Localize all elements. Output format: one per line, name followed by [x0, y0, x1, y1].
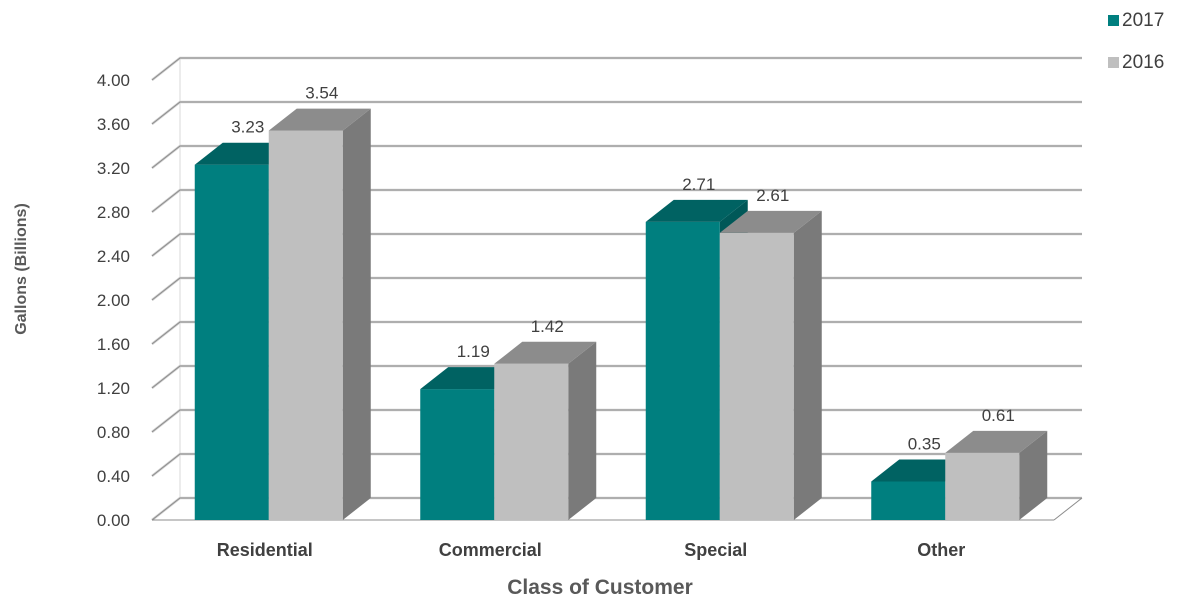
bar-front	[420, 389, 495, 520]
bar-front	[194, 164, 269, 520]
data-label: 3.54	[305, 84, 338, 103]
x-tick-label: Other	[917, 540, 965, 560]
legend-item-2016: 2016	[1108, 52, 1164, 73]
y-tick-label: 1.20	[97, 379, 130, 398]
bar-side	[568, 341, 597, 520]
bar-2016-residential	[268, 108, 371, 520]
bar-front	[494, 363, 569, 520]
bar-2016-special	[719, 210, 822, 520]
y-tick-label: 2.40	[97, 247, 130, 266]
data-label: 0.35	[908, 435, 941, 454]
floor-side-edge	[1053, 497, 1083, 521]
bar-side	[1019, 430, 1048, 520]
x-tick-label: Commercial	[439, 540, 542, 560]
y-tick-label: 2.80	[97, 203, 130, 222]
y-tick-label: 4.00	[97, 71, 130, 90]
gridline-shadow	[151, 56, 1082, 81]
y-tick-label: 0.00	[97, 511, 130, 530]
gridline	[151, 101, 1082, 125]
legend: 2017 2016	[1108, 10, 1164, 73]
bar-front	[268, 130, 343, 520]
bar-side	[342, 108, 371, 520]
data-label: 3.23	[231, 118, 264, 137]
x-tick-label: Residential	[217, 540, 313, 560]
y-tick-label: 0.80	[97, 423, 130, 442]
y-tick-label: 2.00	[97, 291, 130, 310]
bar-top	[268, 108, 371, 131]
legend-label: 2016	[1122, 52, 1164, 73]
bar-front	[871, 481, 946, 520]
y-tick-label: 0.40	[97, 467, 130, 486]
bar-top	[645, 199, 748, 222]
y-axis-ticks: 0.00 0.40 0.80 1.20 1.60 2.00 2.40 2.80 3.20 3.60…	[97, 71, 130, 530]
legend-swatch	[1108, 57, 1119, 68]
bar-top	[719, 210, 822, 233]
x-axis-title: Class of Customer	[507, 576, 693, 599]
y-tick-label: 1.60	[97, 335, 130, 354]
gridline	[151, 189, 1082, 213]
bars	[194, 108, 1048, 520]
bar-top	[945, 430, 1048, 453]
legend-swatch	[1108, 15, 1119, 26]
gridline	[151, 145, 1082, 169]
y-tick-label: 3.20	[97, 159, 130, 178]
x-tick-label: Special	[684, 540, 747, 560]
data-label: 2.71	[682, 175, 715, 194]
y-tick-label: 3.60	[97, 115, 130, 134]
legend-item-2017: 2017	[1108, 10, 1164, 31]
bar-top	[494, 341, 597, 364]
bar-front	[719, 232, 794, 520]
data-label: 1.42	[531, 317, 564, 336]
data-label: 2.61	[756, 186, 789, 205]
data-labels: 3.23 3.54 1.19 1.42 2.71 2.61 0.35 0.61	[231, 84, 1015, 454]
y-axis-title: Gallons (Billions)	[13, 203, 30, 335]
data-label: 1.19	[457, 342, 490, 361]
x-axis-categories: Residential Commercial Special Other	[217, 540, 966, 560]
legend-label: 2017	[1122, 10, 1164, 31]
bar-front	[645, 221, 720, 520]
bar-2016-commercial	[494, 341, 597, 520]
gridline	[151, 57, 1082, 81]
data-label: 0.61	[982, 406, 1015, 425]
bar-2016-other	[945, 430, 1048, 520]
bar-front	[945, 452, 1020, 520]
bar-side	[793, 210, 822, 520]
